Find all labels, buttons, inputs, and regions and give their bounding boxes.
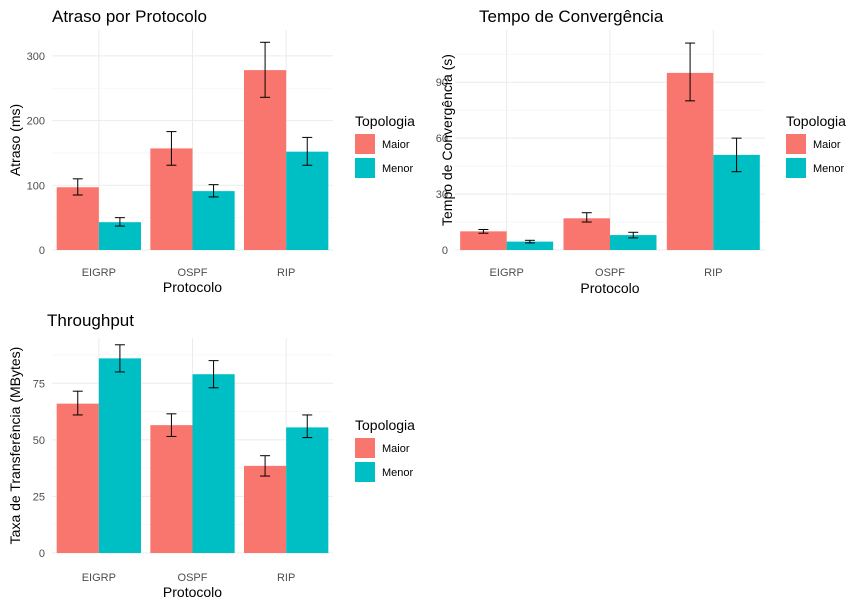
error-bar	[72, 178, 83, 196]
error-bar	[260, 41, 271, 98]
error-bar	[478, 228, 489, 234]
chart-panel-3: 0 25 50 75 EIGRP OSPF RIP Throughput Protocolo Ta…	[7, 311, 415, 600]
error-bar	[166, 413, 177, 437]
error-bar	[208, 360, 219, 389]
legend-label-maior: Maior	[813, 139, 841, 151]
bar-menor-rip	[286, 427, 329, 553]
x-axis-title: Protocolo	[163, 584, 222, 600]
chart-title: Throughput	[47, 311, 134, 330]
error-bar	[260, 455, 271, 477]
x-tick-label: EIGRP	[490, 267, 524, 279]
error-bar	[166, 131, 177, 166]
legend-label-maior: Maior	[382, 443, 410, 455]
x-tick-label: OSPF	[178, 572, 208, 584]
legend-title: Topologia	[355, 417, 415, 433]
y-tick-label: 200	[27, 116, 45, 128]
legend-key-menor	[786, 158, 806, 178]
x-axis-title: Protocolo	[580, 280, 639, 296]
chart-title: Tempo de Convergência	[479, 7, 664, 26]
bar-menor-ospf	[610, 235, 657, 250]
bar-maior-rip	[244, 70, 287, 250]
bar-menor-ospf	[192, 374, 235, 553]
error-bar	[72, 390, 83, 416]
legend-title: Topologia	[786, 113, 846, 129]
x-tick-label: EIGRP	[82, 267, 116, 279]
legend-label-menor: Menor	[382, 467, 414, 479]
chart-title: Atraso por Protocolo	[52, 7, 207, 26]
x-tick-label: OSPF	[178, 267, 208, 279]
y-tick-label: 90	[436, 77, 448, 89]
bar-maior-ospf	[563, 218, 610, 250]
bar-menor-rip	[286, 151, 329, 250]
error-bar	[524, 239, 535, 244]
x-tick-label: OSPF	[595, 267, 625, 279]
x-tick-label: RIP	[704, 267, 722, 279]
legend-key-menor	[355, 462, 375, 482]
legend-key-maior	[355, 438, 375, 458]
y-tick-label: 300	[27, 51, 45, 63]
error-bar	[114, 217, 125, 227]
bar-maior-eigrp	[460, 231, 507, 250]
bar-menor-eigrp	[506, 241, 554, 250]
bar-menor-ospf	[192, 191, 235, 250]
chart-panel-1: 0 100 200 300 EIGRP OSPF RIP Atraso por Protoco…	[7, 7, 415, 295]
x-tick-label: RIP	[277, 572, 295, 584]
y-tick-label: 60	[436, 133, 448, 145]
legend: Topologia Maior Menor	[355, 113, 415, 178]
y-tick-label: 100	[27, 180, 45, 192]
bar-maior-eigrp	[56, 187, 99, 250]
legend-label-menor: Menor	[813, 163, 845, 175]
bar-maior-ospf	[150, 425, 193, 553]
legend-title: Topologia	[355, 113, 415, 129]
legend: Topologia Maior Menor	[786, 113, 846, 178]
y-tick-label: 30	[436, 189, 448, 201]
chart-panel-2: 0 30 60 90 EIGRP OSPF RIP Tempo de Convergência…	[436, 7, 846, 296]
legend-key-menor	[355, 158, 375, 178]
y-axis-title: Tempo de Convergência (s)	[439, 54, 455, 226]
error-bar	[628, 231, 639, 239]
y-axis-title: Taxa de Transferência (MBytes)	[7, 347, 23, 545]
bar-menor-eigrp	[98, 358, 141, 553]
error-bar	[685, 42, 696, 102]
legend-key-maior	[786, 134, 806, 154]
error-bar	[208, 184, 219, 198]
error-bar	[731, 137, 742, 173]
legend-key-maior	[355, 134, 375, 154]
x-tick-label: EIGRP	[82, 572, 116, 584]
bar-maior-rip	[244, 465, 287, 553]
bar-maior-rip	[666, 72, 714, 251]
bar-maior-eigrp	[56, 403, 99, 553]
y-axis-title: Atraso (ms)	[7, 104, 23, 176]
error-bar	[302, 414, 313, 439]
x-tick-label: RIP	[277, 267, 295, 279]
error-bar	[302, 136, 313, 166]
error-bar	[114, 344, 125, 373]
y-tick-label: 0	[39, 548, 45, 560]
y-tick-label: 75	[33, 378, 45, 390]
legend-label-menor: Menor	[382, 163, 414, 175]
bar-menor-eigrp	[98, 222, 141, 250]
x-axis-title: Protocolo	[163, 279, 222, 295]
y-tick-label: 0	[442, 245, 448, 257]
legend-label-maior: Maior	[382, 139, 410, 151]
legend: Topologia Maior Menor	[355, 417, 415, 482]
y-tick-label: 0	[39, 245, 45, 257]
error-bar	[581, 212, 592, 223]
y-tick-label: 25	[33, 491, 45, 503]
y-tick-label: 50	[33, 435, 45, 447]
